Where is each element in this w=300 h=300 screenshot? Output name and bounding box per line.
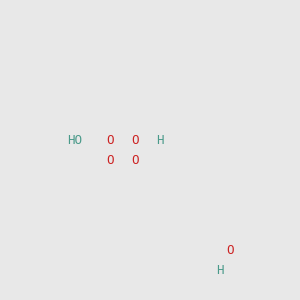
Text: O: O: [226, 244, 234, 256]
Text: O: O: [106, 134, 114, 146]
Text: O: O: [131, 154, 139, 166]
Text: H: H: [216, 263, 224, 277]
Text: H: H: [156, 134, 164, 146]
Text: HO: HO: [68, 134, 82, 146]
Text: O: O: [106, 154, 114, 166]
Text: O: O: [131, 134, 139, 146]
